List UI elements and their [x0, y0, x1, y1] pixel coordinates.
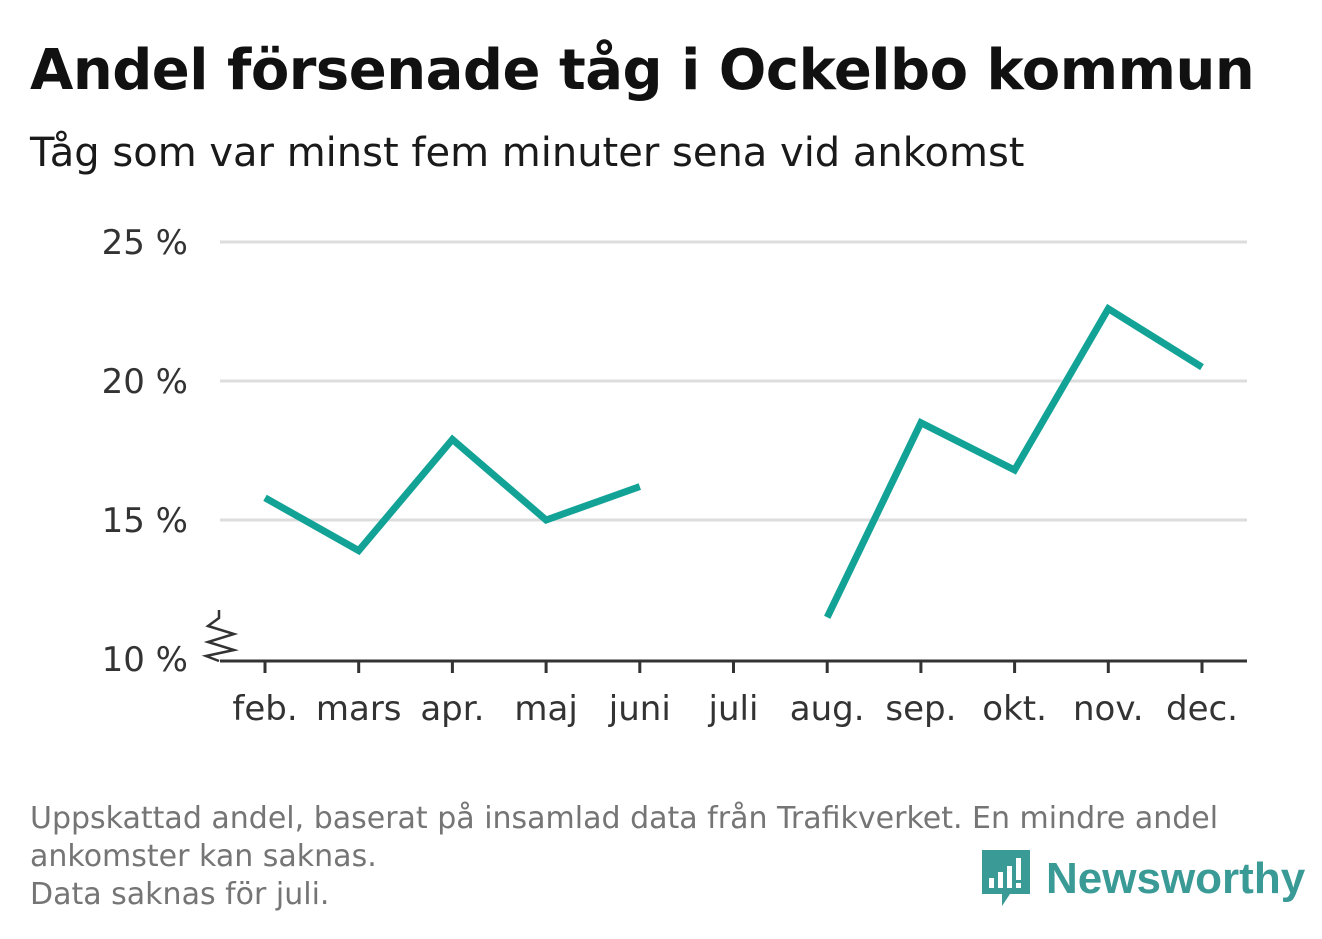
y-axis-ticks: 10 % 15 % 20 % 25 %	[102, 223, 188, 680]
gridlines	[220, 240, 1247, 522]
x-tick-label: mars	[316, 689, 402, 729]
chart-subtitle: Tåg som var minst fem minuter sena vid a…	[30, 130, 1025, 176]
x-tick-label: maj	[514, 689, 577, 729]
x-tick-label: aug.	[790, 689, 865, 729]
y-tick-label: 20 %	[102, 362, 188, 402]
newsworthy-logo-icon	[982, 850, 1030, 906]
x-tick-label: sep.	[885, 689, 956, 729]
x-tick-label: juli	[708, 689, 759, 729]
series-line-segment	[263, 434, 641, 556]
x-axis	[201, 610, 1247, 663]
x-tick-label: apr.	[420, 689, 484, 729]
axis-break-icon	[201, 610, 239, 663]
x-tick-label: dec.	[1166, 689, 1238, 729]
y-tick-label: 25 %	[102, 223, 188, 263]
y-tick-label: 15 %	[102, 501, 188, 541]
x-tick-label: juni	[608, 689, 671, 729]
x-tick-label: nov.	[1073, 689, 1144, 729]
footnote-line-1: Uppskattad andel, baserat på insamlad da…	[30, 801, 1219, 836]
y-tick-label: 10 %	[102, 640, 188, 680]
x-tick-label: feb.	[232, 689, 297, 729]
series-lines	[263, 303, 1204, 619]
series-line-segment	[824, 303, 1204, 619]
footnote-line-2: ankomster kan saknas.	[30, 839, 377, 874]
footnote-line-3: Data saknas för juli.	[30, 877, 330, 912]
footnote: Uppskattad andel, baserat på insamlad da…	[30, 800, 1280, 914]
x-axis-ticks: feb. mars apr. maj juni juli aug. sep. okt. nov. d…	[232, 661, 1238, 729]
brand-name: Newsworthy	[1046, 854, 1306, 903]
newsworthy-logo: Newsworthy	[980, 848, 1305, 910]
chart-title: Andel försenade tåg i Ockelbo kommun	[30, 38, 1255, 103]
x-tick-label: okt.	[982, 689, 1047, 729]
